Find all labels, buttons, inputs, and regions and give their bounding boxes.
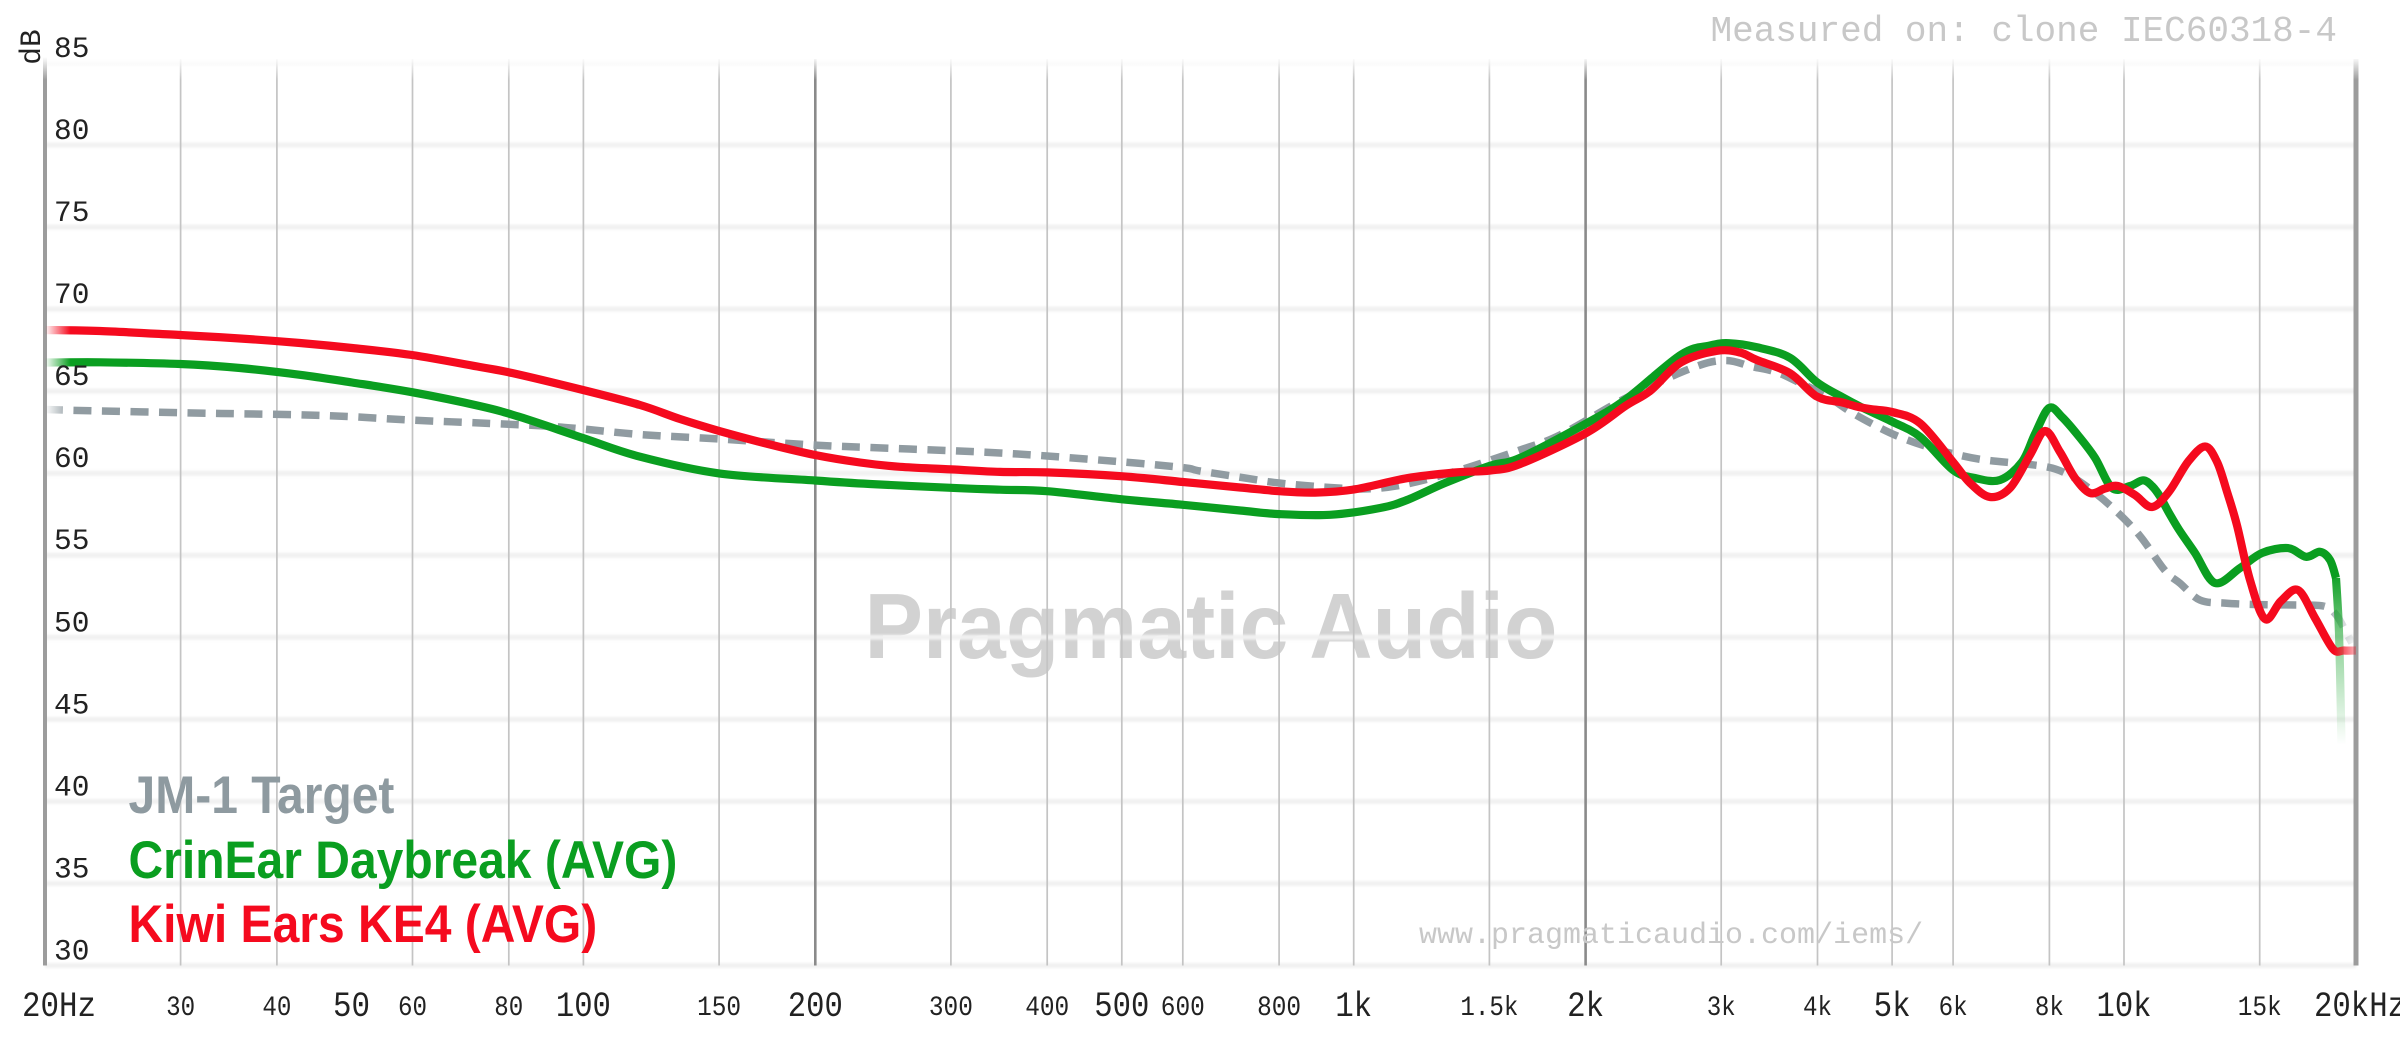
svg-text:40: 40 xyxy=(262,993,291,1024)
svg-text:10k: 10k xyxy=(2097,987,2152,1027)
svg-text:5k: 5k xyxy=(1874,987,1911,1027)
svg-text:150: 150 xyxy=(697,993,741,1024)
svg-text:70: 70 xyxy=(54,278,89,312)
svg-text:60: 60 xyxy=(398,993,427,1024)
svg-text:6k: 6k xyxy=(1939,993,1968,1024)
svg-text:20Hz: 20Hz xyxy=(22,987,96,1027)
svg-text:300: 300 xyxy=(929,993,973,1024)
svg-text:500: 500 xyxy=(1094,987,1149,1027)
svg-text:20kHz: 20kHz xyxy=(2314,987,2400,1027)
svg-text:85: 85 xyxy=(54,32,89,66)
svg-text:600: 600 xyxy=(1161,993,1205,1024)
svg-text:2k: 2k xyxy=(1567,987,1604,1027)
svg-text:80: 80 xyxy=(494,993,523,1024)
svg-text:35: 35 xyxy=(54,853,89,887)
svg-text:Measured on: clone IEC60318-4: Measured on: clone IEC60318-4 xyxy=(1710,11,2337,52)
svg-text:75: 75 xyxy=(54,196,89,230)
svg-text:30: 30 xyxy=(54,935,89,969)
svg-text:CrinEar Daybreak (AVG): CrinEar Daybreak (AVG) xyxy=(129,830,678,889)
svg-text:4k: 4k xyxy=(1803,993,1832,1024)
svg-text:1.5k: 1.5k xyxy=(1460,993,1518,1024)
svg-text:40: 40 xyxy=(54,770,89,804)
svg-text:1k: 1k xyxy=(1335,987,1372,1027)
svg-text:30: 30 xyxy=(166,993,195,1024)
svg-text:200: 200 xyxy=(788,987,843,1027)
svg-text:8k: 8k xyxy=(2035,993,2064,1024)
svg-text:50: 50 xyxy=(333,987,370,1027)
svg-text:www.pragmaticaudio.com/iems/: www.pragmaticaudio.com/iems/ xyxy=(1419,919,1923,953)
svg-text:3k: 3k xyxy=(1707,993,1736,1024)
svg-text:65: 65 xyxy=(54,360,89,394)
svg-text:Pragmatic Audio: Pragmatic Audio xyxy=(865,574,1558,678)
svg-text:60: 60 xyxy=(54,442,89,476)
svg-text:15k: 15k xyxy=(2238,993,2282,1024)
svg-text:45: 45 xyxy=(54,688,89,722)
svg-text:400: 400 xyxy=(1025,993,1069,1024)
svg-text:80: 80 xyxy=(54,114,89,148)
svg-text:dB: dB xyxy=(15,29,49,64)
svg-text:50: 50 xyxy=(54,606,89,640)
svg-text:55: 55 xyxy=(54,524,89,558)
svg-text:JM-1 Target: JM-1 Target xyxy=(129,765,395,824)
svg-text:Kiwi Ears KE4 (AVG): Kiwi Ears KE4 (AVG) xyxy=(129,894,598,953)
svg-text:100: 100 xyxy=(556,987,611,1027)
svg-text:800: 800 xyxy=(1257,993,1301,1024)
